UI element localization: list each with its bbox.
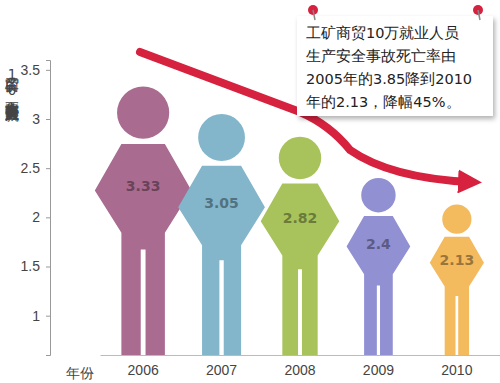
x-axis: 2006 2007 2008 2009 2010	[101, 355, 500, 378]
data-label: 2.82	[283, 210, 318, 226]
y-tick-mark	[46, 70, 50, 71]
data-labels: 3.33 3.05 2.82 2.4 2.13	[126, 178, 474, 268]
y-tick-label: 2.5	[21, 160, 41, 176]
y-tick-label: 3.5	[21, 62, 41, 78]
x-tick: 2009	[363, 355, 394, 378]
figure-bar	[347, 178, 411, 355]
figures	[95, 87, 484, 355]
y-tick: 3	[32, 111, 50, 127]
data-label: 2.13	[440, 252, 475, 268]
x-tick-label: 2006	[128, 362, 159, 378]
x-tick-label: 2007	[206, 362, 237, 378]
annotation-text: 工矿商贸10万就业人员	[306, 25, 459, 41]
y-tick-mark	[46, 168, 50, 169]
figure-bar	[430, 205, 484, 355]
annotation-text: 生产安全事故死亡率由	[306, 48, 456, 64]
annotation-text: 2005年的3.85降到2010	[306, 71, 472, 87]
y-tick: 2	[32, 209, 50, 225]
figure-bar	[261, 137, 340, 355]
y-tick-mark	[46, 267, 50, 268]
y-tick: 1	[32, 308, 50, 324]
x-tick: 2008	[284, 355, 315, 378]
annotation: 工矿商贸10万就业人员生产安全事故死亡率由 2005年的3.85降到2010 年的2…	[297, 5, 493, 116]
y-axis-title: 工矿商贸10万就业人员生产安全事故死亡率	[4, 68, 20, 122]
y-tick-mark	[46, 217, 50, 218]
y-axis: 1 1.5 2 2.5 3 3.5	[21, 61, 51, 356]
y-tick: 2.5	[21, 160, 50, 176]
x-axis-line	[101, 355, 500, 356]
y-tick-label: 1.5	[21, 258, 41, 274]
data-label: 3.05	[204, 195, 239, 211]
pin-needle	[478, 10, 480, 20]
x-tick-label: 2009	[363, 362, 394, 378]
x-tick-label: 2008	[284, 362, 315, 378]
y-tick-mark	[46, 316, 50, 317]
x-tick: 2007	[206, 355, 237, 378]
y-tick: 3.5	[21, 62, 50, 78]
x-tick-label: 2010	[441, 362, 472, 378]
data-label: 2.4	[366, 236, 391, 252]
y-tick-label: 3	[32, 111, 40, 127]
pin-needle	[313, 10, 315, 20]
y-axis-line	[46, 61, 51, 356]
figure-bar	[95, 87, 192, 355]
y-tick-label: 2	[32, 209, 40, 225]
figure-bar	[178, 114, 265, 355]
x-tick: 2006	[128, 355, 159, 378]
data-label: 3.33	[126, 178, 161, 194]
x-tick: 2010	[441, 355, 472, 378]
y-tick-label: 1	[32, 308, 40, 324]
annotation-box	[297, 16, 493, 116]
annotation-text: 年的2.13，降幅45%。	[306, 94, 461, 110]
x-axis-title: 年份	[66, 365, 94, 381]
y-tick: 1.5	[21, 258, 50, 274]
y-tick-mark	[46, 119, 50, 120]
